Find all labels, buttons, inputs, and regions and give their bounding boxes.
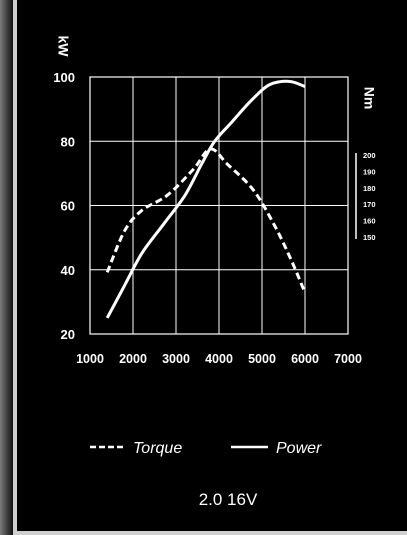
- y-tick-label: 100: [53, 70, 75, 85]
- right-tick-label: 190: [363, 167, 376, 176]
- y-tick-label: 20: [61, 327, 75, 342]
- chart-grid: [89, 76, 349, 335]
- right-tick-label: 170: [363, 200, 376, 209]
- right-tick-label: 160: [363, 217, 376, 226]
- frame-border-bottom: [13, 531, 407, 535]
- frame-border-left: [13, 0, 17, 535]
- y-axis-right-label: Nm: [361, 87, 377, 110]
- background-photo-strip: [0, 0, 13, 535]
- x-axis-ticks: 1000 2000 3000 4000 5000 6000 7000: [76, 352, 362, 366]
- x-tick-label: 7000: [334, 352, 362, 366]
- power-curve: [105, 79, 306, 319]
- right-tick-label: 150: [363, 233, 376, 242]
- x-tick-label: 5000: [248, 352, 276, 366]
- x-tick-label: 1000: [76, 352, 104, 366]
- y-tick-label: 60: [61, 199, 75, 214]
- right-tick-label: 180: [363, 184, 376, 193]
- torque-curve: [105, 147, 307, 294]
- x-tick-label: 2000: [119, 352, 147, 366]
- engine-caption: 2.0 16V: [199, 490, 258, 509]
- x-tick-label: 6000: [291, 352, 319, 366]
- power-legend-label: Power: [276, 440, 322, 457]
- torque-legend-label: Torque: [133, 440, 182, 457]
- x-tick-label: 4000: [205, 352, 233, 366]
- y-tick-label: 80: [61, 134, 75, 149]
- y-axis-right-ticks: 200 190 180 170 160 150: [355, 151, 376, 242]
- chart-series: [105, 79, 307, 319]
- y-axis-left-label: kW: [55, 36, 71, 58]
- x-tick-label: 3000: [162, 352, 190, 366]
- y-tick-label: 40: [61, 263, 75, 278]
- y-axis-left-ticks: 20 40 60 80 100: [53, 70, 75, 342]
- right-tick-label: 200: [363, 151, 376, 160]
